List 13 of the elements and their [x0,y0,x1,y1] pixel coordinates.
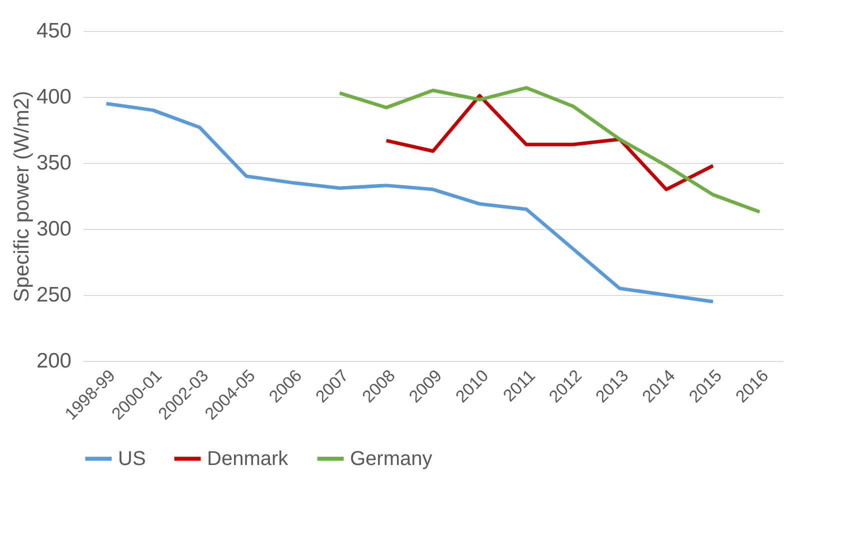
y-tick-label: 350 [36,152,72,174]
line-series [338,86,762,214]
y-tick-label: 200 [36,350,72,372]
y-axis-title: Specific power (W/m2) [10,90,34,302]
y-tick-label: 250 [36,284,72,306]
y-tick-label: 450 [36,20,72,42]
legend-label: US [118,448,146,470]
legend-label: Germany [350,448,432,470]
line-series [104,102,715,304]
legend-label: Denmark [207,448,290,470]
line-series [384,94,715,192]
y-tick-label: 400 [36,86,72,108]
y-tick-label: 300 [36,218,72,240]
